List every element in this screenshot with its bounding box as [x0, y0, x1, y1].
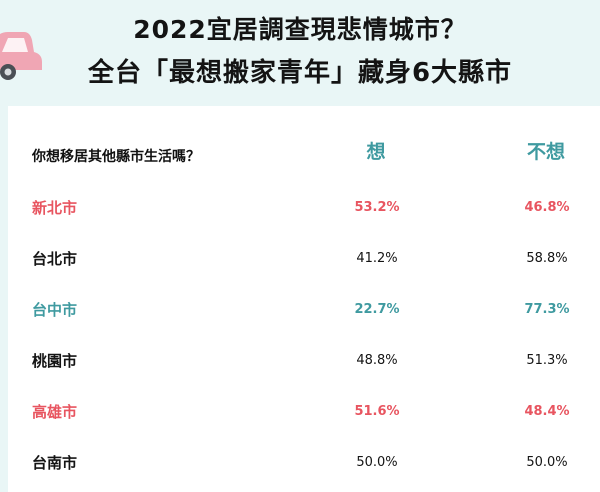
- column-header-want: 想: [366, 141, 386, 163]
- not-want-value: 77.3%: [524, 302, 570, 317]
- table-row: 台北市 41.2% 58.8%: [0, 247, 600, 271]
- city-label: 台北市: [32, 250, 78, 268]
- table-row: 桃園市 48.8% 51.3%: [0, 349, 600, 373]
- city-label: 桃園市: [32, 352, 78, 370]
- want-value: 41.2%: [356, 251, 398, 266]
- chart-subtitle: 全台「最想搬家青年」藏身6大縣市: [87, 58, 513, 88]
- want-value: 51.6%: [354, 404, 400, 419]
- table-row: 高雄市 51.6% 48.4%: [0, 400, 600, 424]
- not-want-value: 58.8%: [526, 251, 568, 266]
- table-row: 台中市 22.7% 77.3%: [0, 298, 600, 322]
- want-value: 53.2%: [354, 200, 400, 215]
- city-label: 台南市: [32, 454, 78, 472]
- chart-title: 2022宜居調查現悲情城市？: [133, 15, 467, 44]
- not-want-value: 48.4%: [524, 404, 570, 419]
- city-label: 台中市: [32, 301, 78, 319]
- not-want-value: 50.0%: [526, 455, 568, 470]
- city-label: 新北市: [32, 199, 78, 217]
- not-want-value: 46.8%: [524, 200, 570, 215]
- table-row: 新北市 53.2% 46.8%: [0, 196, 600, 220]
- column-header-not-want: 不想: [526, 141, 565, 163]
- want-value: 48.8%: [356, 353, 398, 368]
- car-icon: [0, 32, 42, 80]
- city-label: 高雄市: [32, 403, 78, 421]
- table-panel: [8, 106, 600, 492]
- want-value: 22.7%: [354, 302, 400, 317]
- not-want-value: 51.3%: [526, 353, 568, 368]
- want-value: 50.0%: [356, 455, 398, 470]
- question-label: 你想移居其他縣市生活嗎？: [32, 149, 200, 165]
- table-row: 台南市 50.0% 50.0%: [0, 451, 600, 475]
